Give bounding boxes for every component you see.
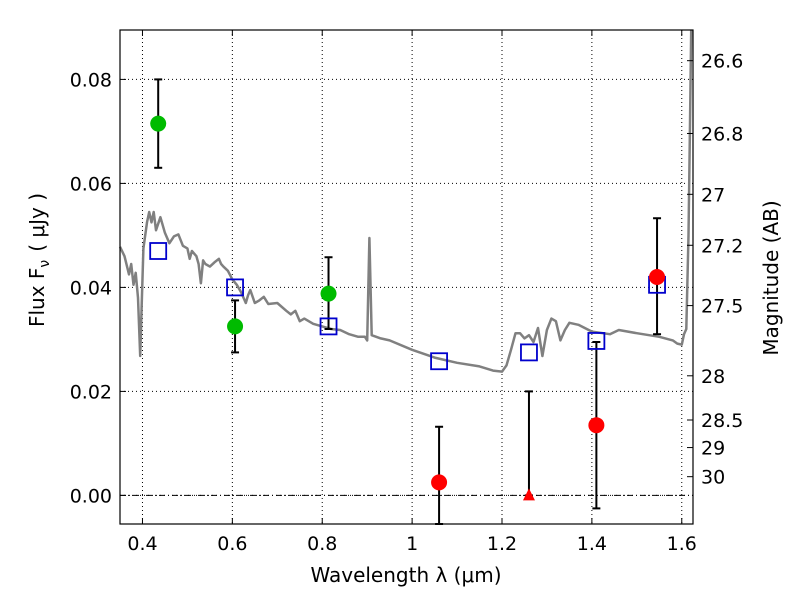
green-data-point xyxy=(227,318,244,335)
y2-tick-label: 29 xyxy=(701,438,725,460)
y2-tick-label: 27.2 xyxy=(701,235,743,257)
y-tick-label: 0.00 xyxy=(70,485,112,507)
data-points xyxy=(149,115,666,501)
red-data-point xyxy=(588,417,605,434)
red-upper-limit-marker xyxy=(522,488,535,501)
y-tick-label: 0.02 xyxy=(70,381,112,403)
y-tick-label: 0.08 xyxy=(70,69,112,91)
model-spectrum xyxy=(118,29,693,373)
y-tick-label: 0.06 xyxy=(70,173,112,195)
y-axis-label-main: Flux F xyxy=(25,268,49,327)
x-tick-label: 1 xyxy=(406,533,418,555)
y2-tick-label: 26.6 xyxy=(701,51,743,73)
y-axis-label: Flux Fν ( μJy ) xyxy=(25,193,53,327)
y2-tick-label: 30 xyxy=(701,467,725,489)
y-axis-label-sub: ν xyxy=(37,260,53,268)
red-data-point xyxy=(649,269,666,285)
x-tick-label: 0.4 xyxy=(127,533,157,555)
y2-axis-label-text: Magnitude (AB) xyxy=(759,200,783,355)
model-photometry-box xyxy=(149,242,168,260)
red-data-point xyxy=(431,474,448,491)
plot-frame xyxy=(119,29,694,525)
model-spectrum-line xyxy=(118,29,693,373)
y-tick-label: 0.04 xyxy=(70,277,112,299)
y2-axis-label: Magnitude (AB) xyxy=(759,200,783,355)
svg-text:Flux Fν( μJy ): Flux Fν ( μJy ) xyxy=(25,193,53,327)
y2-tick-label: 28 xyxy=(701,366,725,388)
model-photometry-box xyxy=(226,278,244,297)
model-photometry-box xyxy=(430,352,448,371)
y2-tick-label: 28.5 xyxy=(701,410,743,432)
model-photometry-box xyxy=(319,317,338,336)
x-tick-label: 1.6 xyxy=(667,533,697,555)
y2-tick-label: 26.8 xyxy=(701,123,743,145)
tick-labels: 0.4 0.6 0.8 1 1.2 1.4 1.6 0.00 0.02 0.04 0.06 0.08 2… xyxy=(70,51,744,555)
model-photometry-box xyxy=(587,332,606,350)
axes xyxy=(119,29,694,525)
x-tick-label: 0.8 xyxy=(307,533,337,555)
x-tick-label: 0.6 xyxy=(217,533,247,555)
x-tick-label: 1.2 xyxy=(487,533,517,555)
x-axis-label: Wavelength λ (μm) xyxy=(310,563,501,587)
x-tick-label: 1.4 xyxy=(577,533,607,555)
green-data-point xyxy=(320,285,337,302)
y2-tick-label: 27 xyxy=(701,184,725,206)
green-data-point xyxy=(150,115,167,132)
model-photometry-box xyxy=(520,343,538,362)
y-axis-label-unit: ( μJy ) xyxy=(25,193,49,252)
y2-tick-label: 27.5 xyxy=(701,296,743,318)
